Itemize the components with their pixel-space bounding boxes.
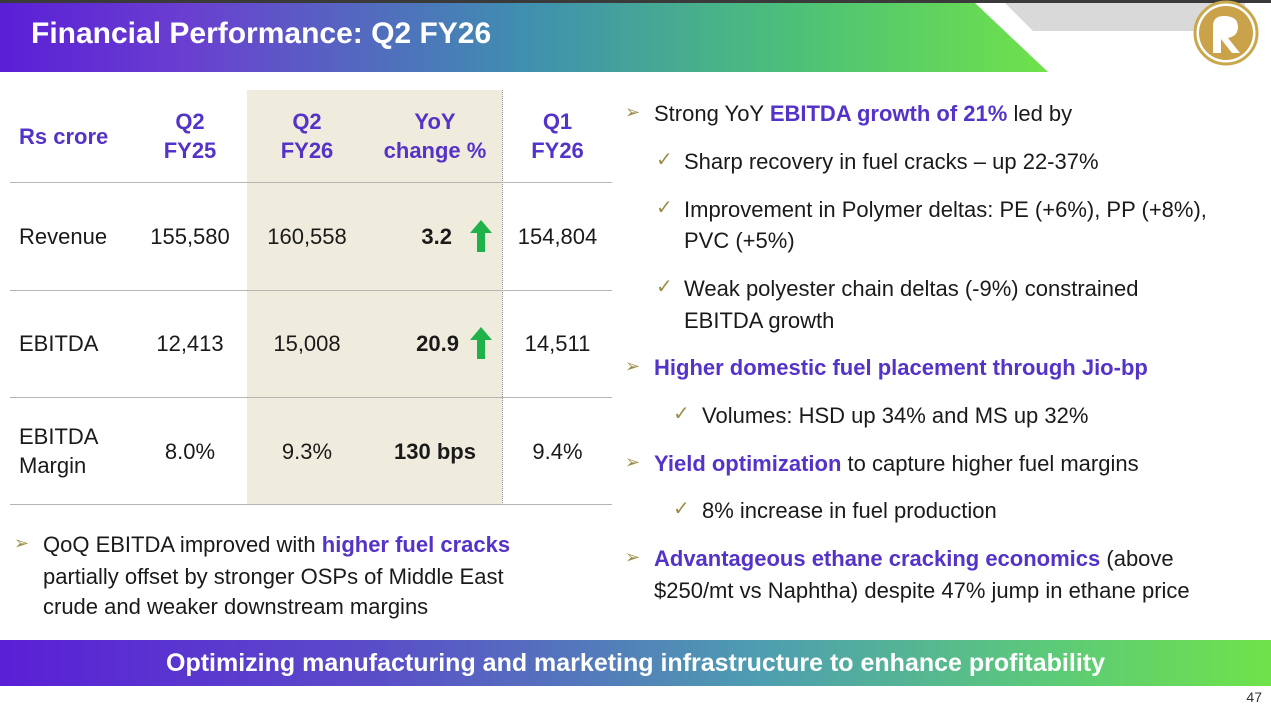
footer-tagline: Optimizing manufacturing and marketing i… [166, 649, 1105, 677]
header-rs-crore: Rs crore [19, 124, 109, 149]
column-divider [502, 90, 503, 505]
sub-point-fuel-cracks: Sharp recovery in fuel cracks – up 22-37… [684, 149, 1099, 174]
point-yield-optimization: Yield optimization to capture higher fue… [654, 451, 1139, 476]
sub-point-volumes: Volumes: HSD up 34% and MS up 32% [702, 403, 1089, 428]
checkmark-icon: ✓ [656, 197, 673, 219]
sub-point-polyester-cont: EBITDA growth [684, 308, 835, 333]
row-label: EBITDA Margin [19, 424, 99, 478]
footer-banner: Optimizing manufacturing and marketing i… [0, 640, 1271, 686]
company-logo-icon [1193, 0, 1259, 66]
checkmark-icon: ✓ [656, 276, 673, 298]
row-label: Revenue [19, 224, 108, 249]
arrowhead-bullet-icon: ➢ [625, 452, 641, 472]
page-number: 47 [1246, 689, 1262, 705]
cell-q1fy26: 154,804 [517, 224, 598, 249]
checkmark-icon: ✓ [656, 149, 673, 171]
highlighted-columns-shade [247, 90, 502, 505]
arrowhead-bullet-icon: ➢ [625, 102, 641, 122]
checkmark-icon: ✓ [673, 403, 690, 425]
sub-point-polyester: Weak polyester chain deltas (-9%) constr… [684, 276, 1139, 301]
checkmark-icon: ✓ [673, 498, 690, 520]
row-divider [10, 504, 612, 505]
cell-q1fy26: 14,511 [524, 331, 591, 356]
point-ethane-cracking-cont: $250/mt vs Naphtha) despite 47% jump in … [654, 578, 1190, 603]
top-border-line [0, 0, 1271, 3]
point-jio-bp: Higher domestic fuel placement through J… [654, 355, 1148, 380]
header-banner: Financial Performance: Q2 FY26 [0, 3, 1048, 72]
up-arrow-icon [470, 327, 492, 359]
row-divider [10, 290, 612, 291]
sub-point-polymer-deltas-cont: PVC (+5%) [684, 228, 795, 253]
row-label: EBITDA [19, 331, 99, 356]
header-q2fy26: Q2 FY26 [280, 109, 334, 163]
cell-yoy: 20.9 [416, 331, 459, 356]
row-divider [10, 182, 612, 183]
note-line-2: partially offset by stronger OSPs of Mid… [43, 564, 504, 589]
note-line-1: QoQ EBITDA improved with higher fuel cra… [43, 532, 511, 557]
cell-q1fy26: 9.4% [532, 439, 583, 464]
header-q2fy25: Q2 FY25 [163, 109, 217, 163]
header-yoy-change: YoY change % [383, 109, 487, 163]
slide-title: Financial Performance: Q2 FY26 [31, 17, 492, 50]
cell-yoy: 3.2 [421, 224, 452, 249]
cell-q2fy26: 9.3% [281, 439, 333, 464]
cell-q2fy26: 160,558 [267, 224, 347, 249]
cell-q2fy26: 15,008 [273, 331, 341, 356]
point-ethane-cracking: Advantageous ethane cracking economics (… [654, 546, 1174, 571]
arrowhead-bullet-icon: ➢ [625, 356, 641, 376]
sub-point-polymer-deltas: Improvement in Polymer deltas: PE (+6%),… [684, 197, 1207, 222]
up-arrow-icon [470, 220, 492, 252]
note-line-3: crude and weaker downstream margins [43, 594, 429, 619]
header-q1fy26: Q1 FY26 [531, 109, 584, 163]
point-ebitda-growth: Strong YoY EBITDA growth of 21% led by [654, 101, 1073, 126]
arrowhead-bullet-icon: ➢ [625, 547, 641, 567]
cell-q2fy25: 12,413 [156, 331, 224, 356]
row-divider [10, 397, 612, 398]
cell-yoy: 130 bps [394, 439, 476, 464]
cell-q2fy25: 155,580 [150, 224, 230, 249]
arrowhead-bullet-icon: ➢ [14, 533, 30, 553]
cell-q2fy25: 8.0% [164, 439, 216, 464]
sub-point-fuel-production: 8% increase in fuel production [702, 498, 997, 523]
